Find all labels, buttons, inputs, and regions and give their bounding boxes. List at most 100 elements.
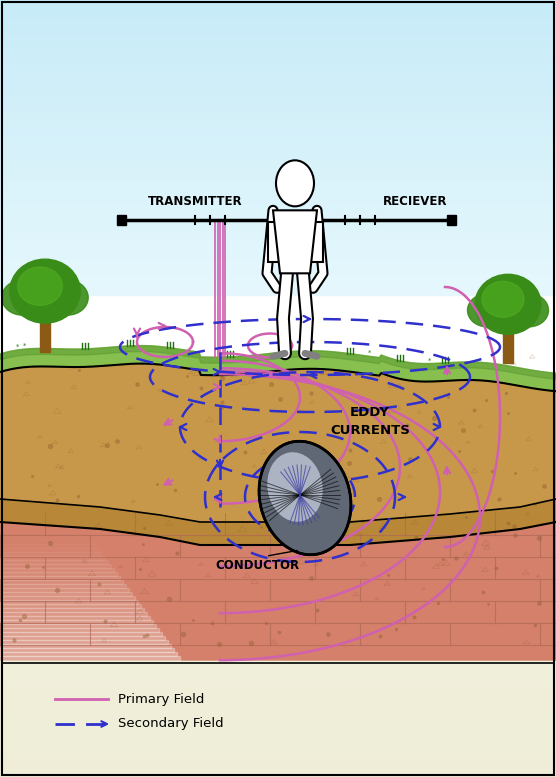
Bar <box>0 70 556 75</box>
Bar <box>0 5 556 10</box>
Bar <box>0 115 556 120</box>
Ellipse shape <box>10 260 80 323</box>
Bar <box>0 548 99 552</box>
Bar <box>0 632 162 636</box>
Bar <box>0 195 556 200</box>
Bar <box>0 592 132 596</box>
Ellipse shape <box>509 294 549 327</box>
Ellipse shape <box>468 294 507 327</box>
Bar <box>0 205 556 210</box>
Bar <box>0 100 556 105</box>
Bar <box>0 608 144 612</box>
Bar <box>0 265 556 270</box>
Bar <box>0 588 129 592</box>
Polygon shape <box>0 499 556 545</box>
Bar <box>0 747 556 753</box>
Bar <box>0 729 556 735</box>
Bar <box>0 540 93 544</box>
Bar <box>0 624 156 628</box>
Bar <box>0 145 556 150</box>
Bar <box>0 648 174 652</box>
Bar <box>0 705 556 711</box>
Bar <box>0 110 556 115</box>
Bar <box>0 556 105 560</box>
Bar <box>0 75 556 80</box>
Bar <box>0 35 556 40</box>
Bar <box>0 130 556 135</box>
Ellipse shape <box>276 160 314 207</box>
Text: Primary Field: Primary Field <box>118 692 205 706</box>
Polygon shape <box>0 364 556 522</box>
Bar <box>0 95 556 100</box>
Bar <box>0 65 556 70</box>
Bar <box>0 572 117 576</box>
Bar <box>0 560 108 564</box>
Ellipse shape <box>267 452 322 522</box>
Text: Secondary Field: Secondary Field <box>118 717 224 730</box>
Bar <box>0 40 556 45</box>
Bar <box>0 657 556 663</box>
Bar <box>0 717 556 723</box>
Bar <box>0 150 556 155</box>
Bar <box>0 741 556 747</box>
Bar <box>0 10 556 15</box>
Bar <box>0 290 556 295</box>
Bar <box>0 753 556 759</box>
Bar <box>0 663 556 669</box>
Bar <box>0 270 556 275</box>
Bar <box>0 120 556 125</box>
Bar <box>0 652 177 656</box>
Bar <box>0 215 556 220</box>
Ellipse shape <box>47 280 88 315</box>
Bar <box>0 644 171 648</box>
Bar <box>0 45 556 50</box>
Bar <box>0 105 556 110</box>
Text: CONDUCTOR: CONDUCTOR <box>215 550 299 572</box>
Bar <box>0 640 168 644</box>
Bar <box>0 245 556 250</box>
Bar <box>0 170 556 175</box>
Bar <box>0 681 556 687</box>
Text: RECIEVER: RECIEVER <box>383 195 447 208</box>
Bar <box>0 596 135 600</box>
Bar <box>0 0 556 5</box>
Bar <box>0 85 556 90</box>
Bar <box>0 220 556 225</box>
Polygon shape <box>0 346 556 379</box>
Bar <box>0 55 556 60</box>
Bar <box>0 620 153 624</box>
Bar <box>0 568 114 572</box>
Bar <box>0 765 556 771</box>
Bar <box>0 160 556 165</box>
Bar <box>0 656 180 660</box>
Bar <box>0 612 147 616</box>
Bar <box>0 660 556 777</box>
Text: *: * <box>309 345 312 350</box>
Bar <box>0 759 556 765</box>
Bar <box>0 190 556 195</box>
Ellipse shape <box>2 280 43 315</box>
Bar <box>0 675 556 681</box>
Bar <box>0 771 556 777</box>
Bar <box>0 135 556 140</box>
Text: *: * <box>23 343 27 349</box>
Bar <box>0 250 556 255</box>
Text: TRANSMITTER: TRANSMITTER <box>148 195 242 208</box>
Bar <box>0 175 556 180</box>
Bar <box>0 723 556 729</box>
Bar <box>0 185 556 190</box>
Bar <box>0 604 141 608</box>
Bar <box>0 711 556 717</box>
Bar <box>0 584 126 588</box>
Bar <box>2 663 554 775</box>
Bar <box>0 576 120 580</box>
Bar <box>0 25 556 30</box>
Bar <box>0 80 556 85</box>
Text: *: * <box>368 350 372 356</box>
Bar <box>0 180 556 185</box>
Ellipse shape <box>259 441 351 555</box>
Bar <box>0 669 556 675</box>
Bar <box>0 285 556 290</box>
Bar <box>0 155 556 160</box>
Bar <box>0 240 556 245</box>
